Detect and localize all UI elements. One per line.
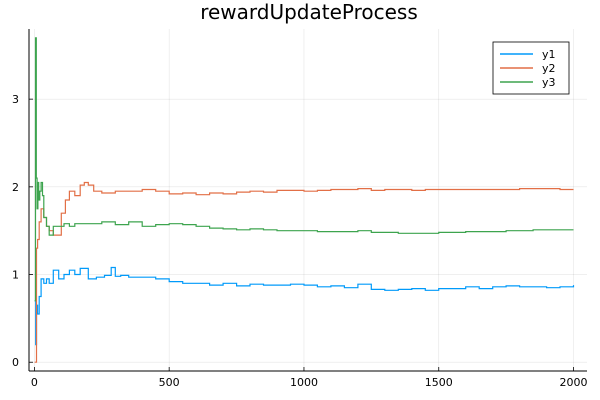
chart-title: rewardUpdateProcess — [200, 0, 418, 24]
y-tick-label-1: 1 — [12, 269, 19, 282]
legend-label-y3: y3 — [542, 76, 556, 89]
y-tick-label-2: 2 — [12, 181, 19, 194]
x-tick-label-0: 0 — [31, 376, 38, 389]
grid-lines — [29, 29, 587, 371]
x-tick-label-1: 500 — [159, 376, 180, 389]
series-line-y1 — [34, 266, 575, 346]
legend-label-y2: y2 — [542, 62, 556, 75]
y-tick-labels: 0 1 2 3 — [12, 93, 19, 369]
x-tick-labels: 0 500 1000 1500 2000 — [31, 376, 588, 389]
series-lines — [34, 37, 575, 363]
x-tick-label-3: 1500 — [425, 376, 453, 389]
x-tick-label-2: 1000 — [290, 376, 318, 389]
x-tick-label-4: 2000 — [560, 376, 588, 389]
axes — [28, 29, 587, 372]
y-tick-label-0: 0 — [12, 356, 19, 369]
legend-label-y1: y1 — [542, 48, 556, 61]
y-tick-label-3: 3 — [12, 93, 19, 106]
series-line-y2 — [34, 181, 574, 363]
series-line-y3 — [34, 37, 574, 302]
